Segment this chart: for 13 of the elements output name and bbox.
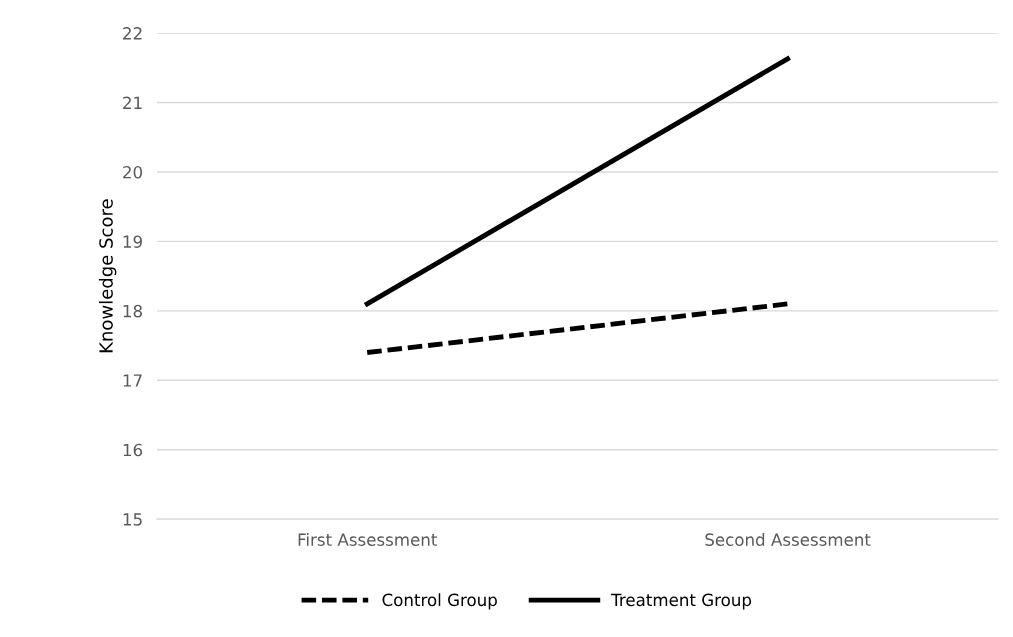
y-tick-label: 18 (123, 304, 142, 318)
x-tick-label: Second Assessment (705, 533, 871, 546)
y-tick-label: 20 (123, 165, 143, 179)
y-tick-label: 17 (123, 374, 142, 387)
legend-label: Control Group (382, 593, 497, 610)
y-tick-label: 15 (123, 513, 142, 526)
y-tick-label: 19 (123, 235, 142, 248)
y-axis-title: Knowledge Score (98, 199, 117, 353)
legend-label: Treatment Group (611, 593, 752, 610)
x-tick-label: First Assessment (298, 533, 437, 546)
y-tick-label: 21 (123, 96, 142, 109)
y-tick-label: 22 (123, 27, 142, 40)
y-tick-label: 16 (123, 443, 143, 457)
